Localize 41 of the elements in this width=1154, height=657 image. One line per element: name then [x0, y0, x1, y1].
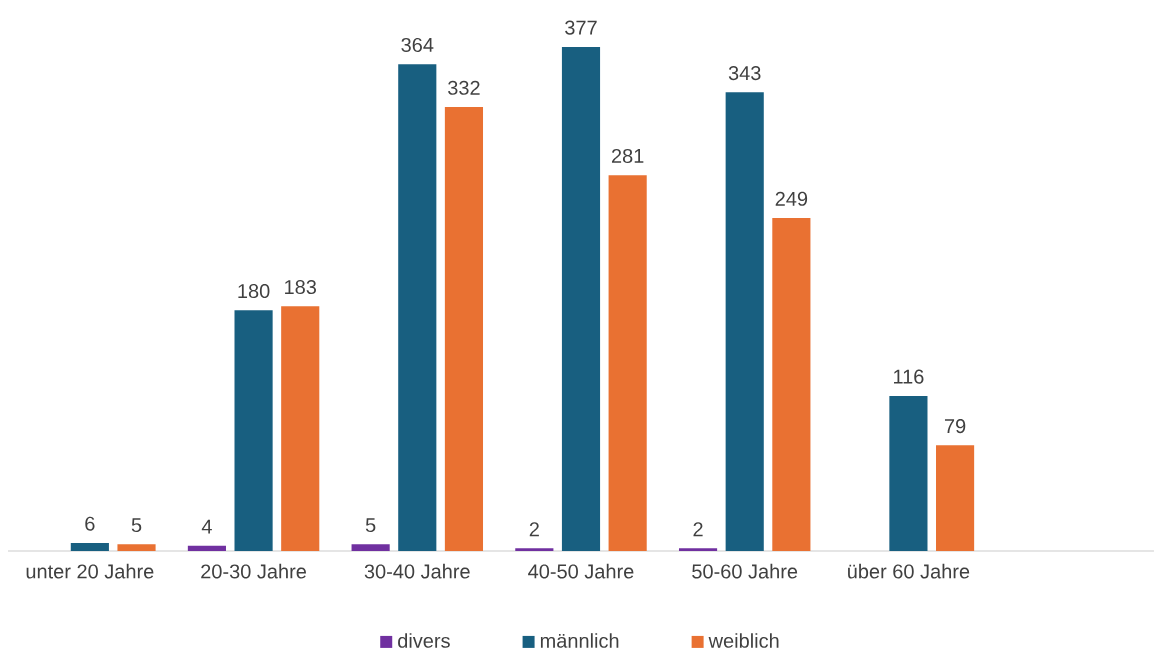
x-tick-label: über 60 Jahre — [848, 563, 970, 579]
data-label: 343 — [728, 65, 761, 81]
bar — [772, 218, 811, 551]
x-tick-label: 20-30 Jahre — [201, 563, 307, 579]
x-tick-label: unter 20 Jahre — [26, 563, 154, 579]
bar — [515, 548, 554, 551]
data-label: 6 — [85, 516, 95, 531]
data-label: 79 — [944, 419, 966, 434]
x-tick-label: 30-40 Jahre — [364, 563, 470, 579]
bar — [117, 544, 156, 551]
data-label: 4 — [201, 519, 212, 534]
legend-label: divers — [398, 633, 450, 648]
bar — [398, 64, 437, 551]
data-label: 5 — [365, 518, 376, 533]
data-label: 281 — [611, 148, 644, 164]
data-label: 116 — [894, 369, 924, 384]
legend-label: weiblich — [708, 633, 779, 648]
data-label: 377 — [565, 20, 597, 35]
data-label: 183 — [285, 279, 317, 295]
x-tick-label: 50-60 Jahre — [692, 563, 798, 579]
data-label: 332 — [448, 80, 480, 95]
bar — [936, 445, 975, 551]
data-label: 249 — [775, 191, 808, 206]
bar — [608, 175, 647, 551]
bar — [561, 46, 601, 551]
bar — [678, 548, 718, 551]
bar — [70, 542, 109, 551]
x-tick-label: 40-50 Jahre — [528, 563, 634, 579]
data-label: 180 — [238, 283, 270, 299]
bar — [234, 310, 273, 551]
bar — [187, 545, 226, 551]
bar — [444, 107, 484, 551]
bar — [889, 395, 928, 551]
bar — [281, 306, 320, 551]
data-label: 364 — [401, 37, 434, 53]
bar — [351, 544, 390, 551]
data-label: 2 — [693, 522, 703, 537]
bar — [725, 92, 764, 551]
data-label: 5 — [131, 518, 142, 533]
data-label: 2 — [529, 522, 539, 537]
legend-label: männlich — [540, 633, 619, 648]
